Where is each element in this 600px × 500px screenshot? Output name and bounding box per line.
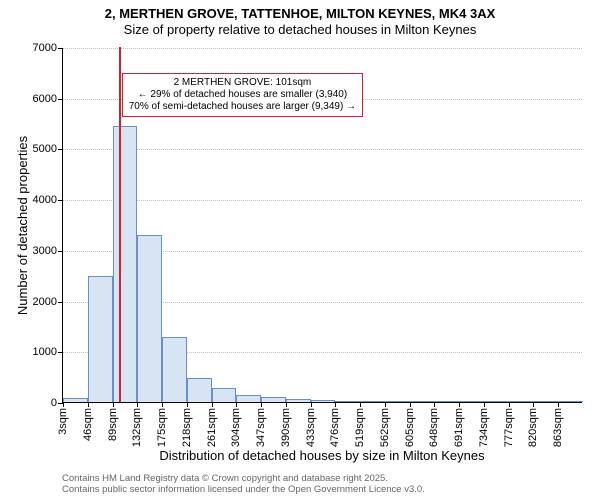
x-tick-label: 132sqm xyxy=(131,408,143,447)
y-tick-label: 4000 xyxy=(33,194,57,206)
x-tick-mark xyxy=(410,402,411,407)
x-tick-mark xyxy=(286,402,287,407)
histogram-bar xyxy=(187,378,212,402)
x-tick-mark xyxy=(137,402,138,407)
x-tick-mark xyxy=(459,402,460,407)
annotation-box: 2 MERTHEN GROVE: 101sqm← 29% of detached… xyxy=(122,73,363,117)
y-tick-label: 5000 xyxy=(33,143,57,155)
histogram-bar xyxy=(484,401,509,402)
x-tick-label: 734sqm xyxy=(478,408,490,447)
x-tick-mark xyxy=(558,402,559,407)
x-tick-label: 433sqm xyxy=(305,408,317,447)
annotation-line-3: 70% of semi-detached houses are larger (… xyxy=(129,101,356,113)
histogram-bar xyxy=(162,337,187,402)
histogram-bar xyxy=(558,401,583,402)
y-axis-label: Number of detached properties xyxy=(16,136,31,315)
x-tick-label: 261sqm xyxy=(206,408,218,447)
x-tick-mark xyxy=(88,402,89,407)
histogram-bar xyxy=(137,235,162,402)
histogram-bar xyxy=(360,401,385,402)
x-tick-mark xyxy=(236,402,237,407)
x-tick-label: 519sqm xyxy=(354,408,366,447)
y-tick-mark xyxy=(58,99,63,100)
x-tick-label: 777sqm xyxy=(503,408,515,447)
x-tick-label: 218sqm xyxy=(181,408,193,447)
gridline xyxy=(63,48,582,49)
x-tick-label: 46sqm xyxy=(82,408,94,441)
x-tick-mark xyxy=(533,402,534,407)
x-tick-mark xyxy=(385,402,386,407)
gridline xyxy=(63,200,582,201)
histogram-bar xyxy=(311,400,336,402)
footer-line-2: Contains public sector information licen… xyxy=(62,485,425,496)
histogram-bar xyxy=(459,401,484,402)
plot-region: 010002000300040005000600070003sqm46sqm89… xyxy=(62,48,582,403)
histogram-bar xyxy=(385,401,410,402)
x-tick-mark xyxy=(261,402,262,407)
x-tick-label: 863sqm xyxy=(552,408,564,447)
x-tick-label: 175sqm xyxy=(156,408,168,447)
chart-area: 010002000300040005000600070003sqm46sqm89… xyxy=(62,48,582,403)
x-tick-mark xyxy=(311,402,312,407)
x-tick-mark xyxy=(63,402,64,407)
x-tick-label: 3sqm xyxy=(57,408,69,435)
histogram-bar xyxy=(63,398,88,402)
annotation-line-2: ← 29% of detached houses are smaller (3,… xyxy=(129,89,356,101)
x-tick-label: 304sqm xyxy=(230,408,242,447)
histogram-bar xyxy=(286,399,311,402)
histogram-bar xyxy=(509,401,534,402)
x-tick-label: 820sqm xyxy=(527,408,539,447)
x-tick-mark xyxy=(360,402,361,407)
y-tick-label: 6000 xyxy=(33,93,57,105)
x-tick-mark xyxy=(434,402,435,407)
y-tick-label: 1000 xyxy=(33,346,57,358)
chart-title-block: 2, MERTHEN GROVE, TATTENHOE, MILTON KEYN… xyxy=(0,0,600,37)
histogram-bar xyxy=(410,401,435,402)
y-tick-mark xyxy=(58,302,63,303)
y-tick-label: 3000 xyxy=(33,245,57,257)
histogram-bar xyxy=(533,401,558,402)
x-tick-mark xyxy=(212,402,213,407)
footer-attribution: Contains HM Land Registry data © Crown c… xyxy=(62,474,425,496)
title-line-2: Size of property relative to detached ho… xyxy=(0,22,600,38)
x-axis-label: Distribution of detached houses by size … xyxy=(62,448,582,463)
y-tick-mark xyxy=(58,149,63,150)
histogram-bar xyxy=(113,126,138,402)
histogram-bar xyxy=(236,395,261,402)
x-tick-label: 390sqm xyxy=(280,408,292,447)
x-tick-mark xyxy=(335,402,336,407)
x-tick-mark xyxy=(187,402,188,407)
x-tick-mark xyxy=(484,402,485,407)
y-tick-label: 2000 xyxy=(33,296,57,308)
x-tick-mark xyxy=(113,402,114,407)
y-axis-label-wrap: Number of detached properties xyxy=(16,48,30,403)
x-tick-label: 605sqm xyxy=(404,408,416,447)
y-tick-mark xyxy=(58,48,63,49)
y-tick-mark xyxy=(58,251,63,252)
histogram-bar xyxy=(434,401,459,402)
x-tick-label: 691sqm xyxy=(453,408,465,447)
x-tick-label: 562sqm xyxy=(379,408,391,447)
histogram-bar xyxy=(335,401,360,402)
x-tick-label: 89sqm xyxy=(107,408,119,441)
x-tick-mark xyxy=(509,402,510,407)
y-tick-label: 7000 xyxy=(33,42,57,54)
x-tick-label: 476sqm xyxy=(329,408,341,447)
y-tick-mark xyxy=(58,200,63,201)
x-tick-mark xyxy=(162,402,163,407)
histogram-bar xyxy=(261,397,286,402)
gridline xyxy=(63,149,582,150)
y-tick-mark xyxy=(58,352,63,353)
annotation-line-1: 2 MERTHEN GROVE: 101sqm xyxy=(129,77,356,89)
x-tick-label: 648sqm xyxy=(428,408,440,447)
histogram-bar xyxy=(212,388,237,402)
title-line-1: 2, MERTHEN GROVE, TATTENHOE, MILTON KEYN… xyxy=(0,6,600,22)
x-tick-label: 347sqm xyxy=(255,408,267,447)
histogram-bar xyxy=(88,276,113,402)
